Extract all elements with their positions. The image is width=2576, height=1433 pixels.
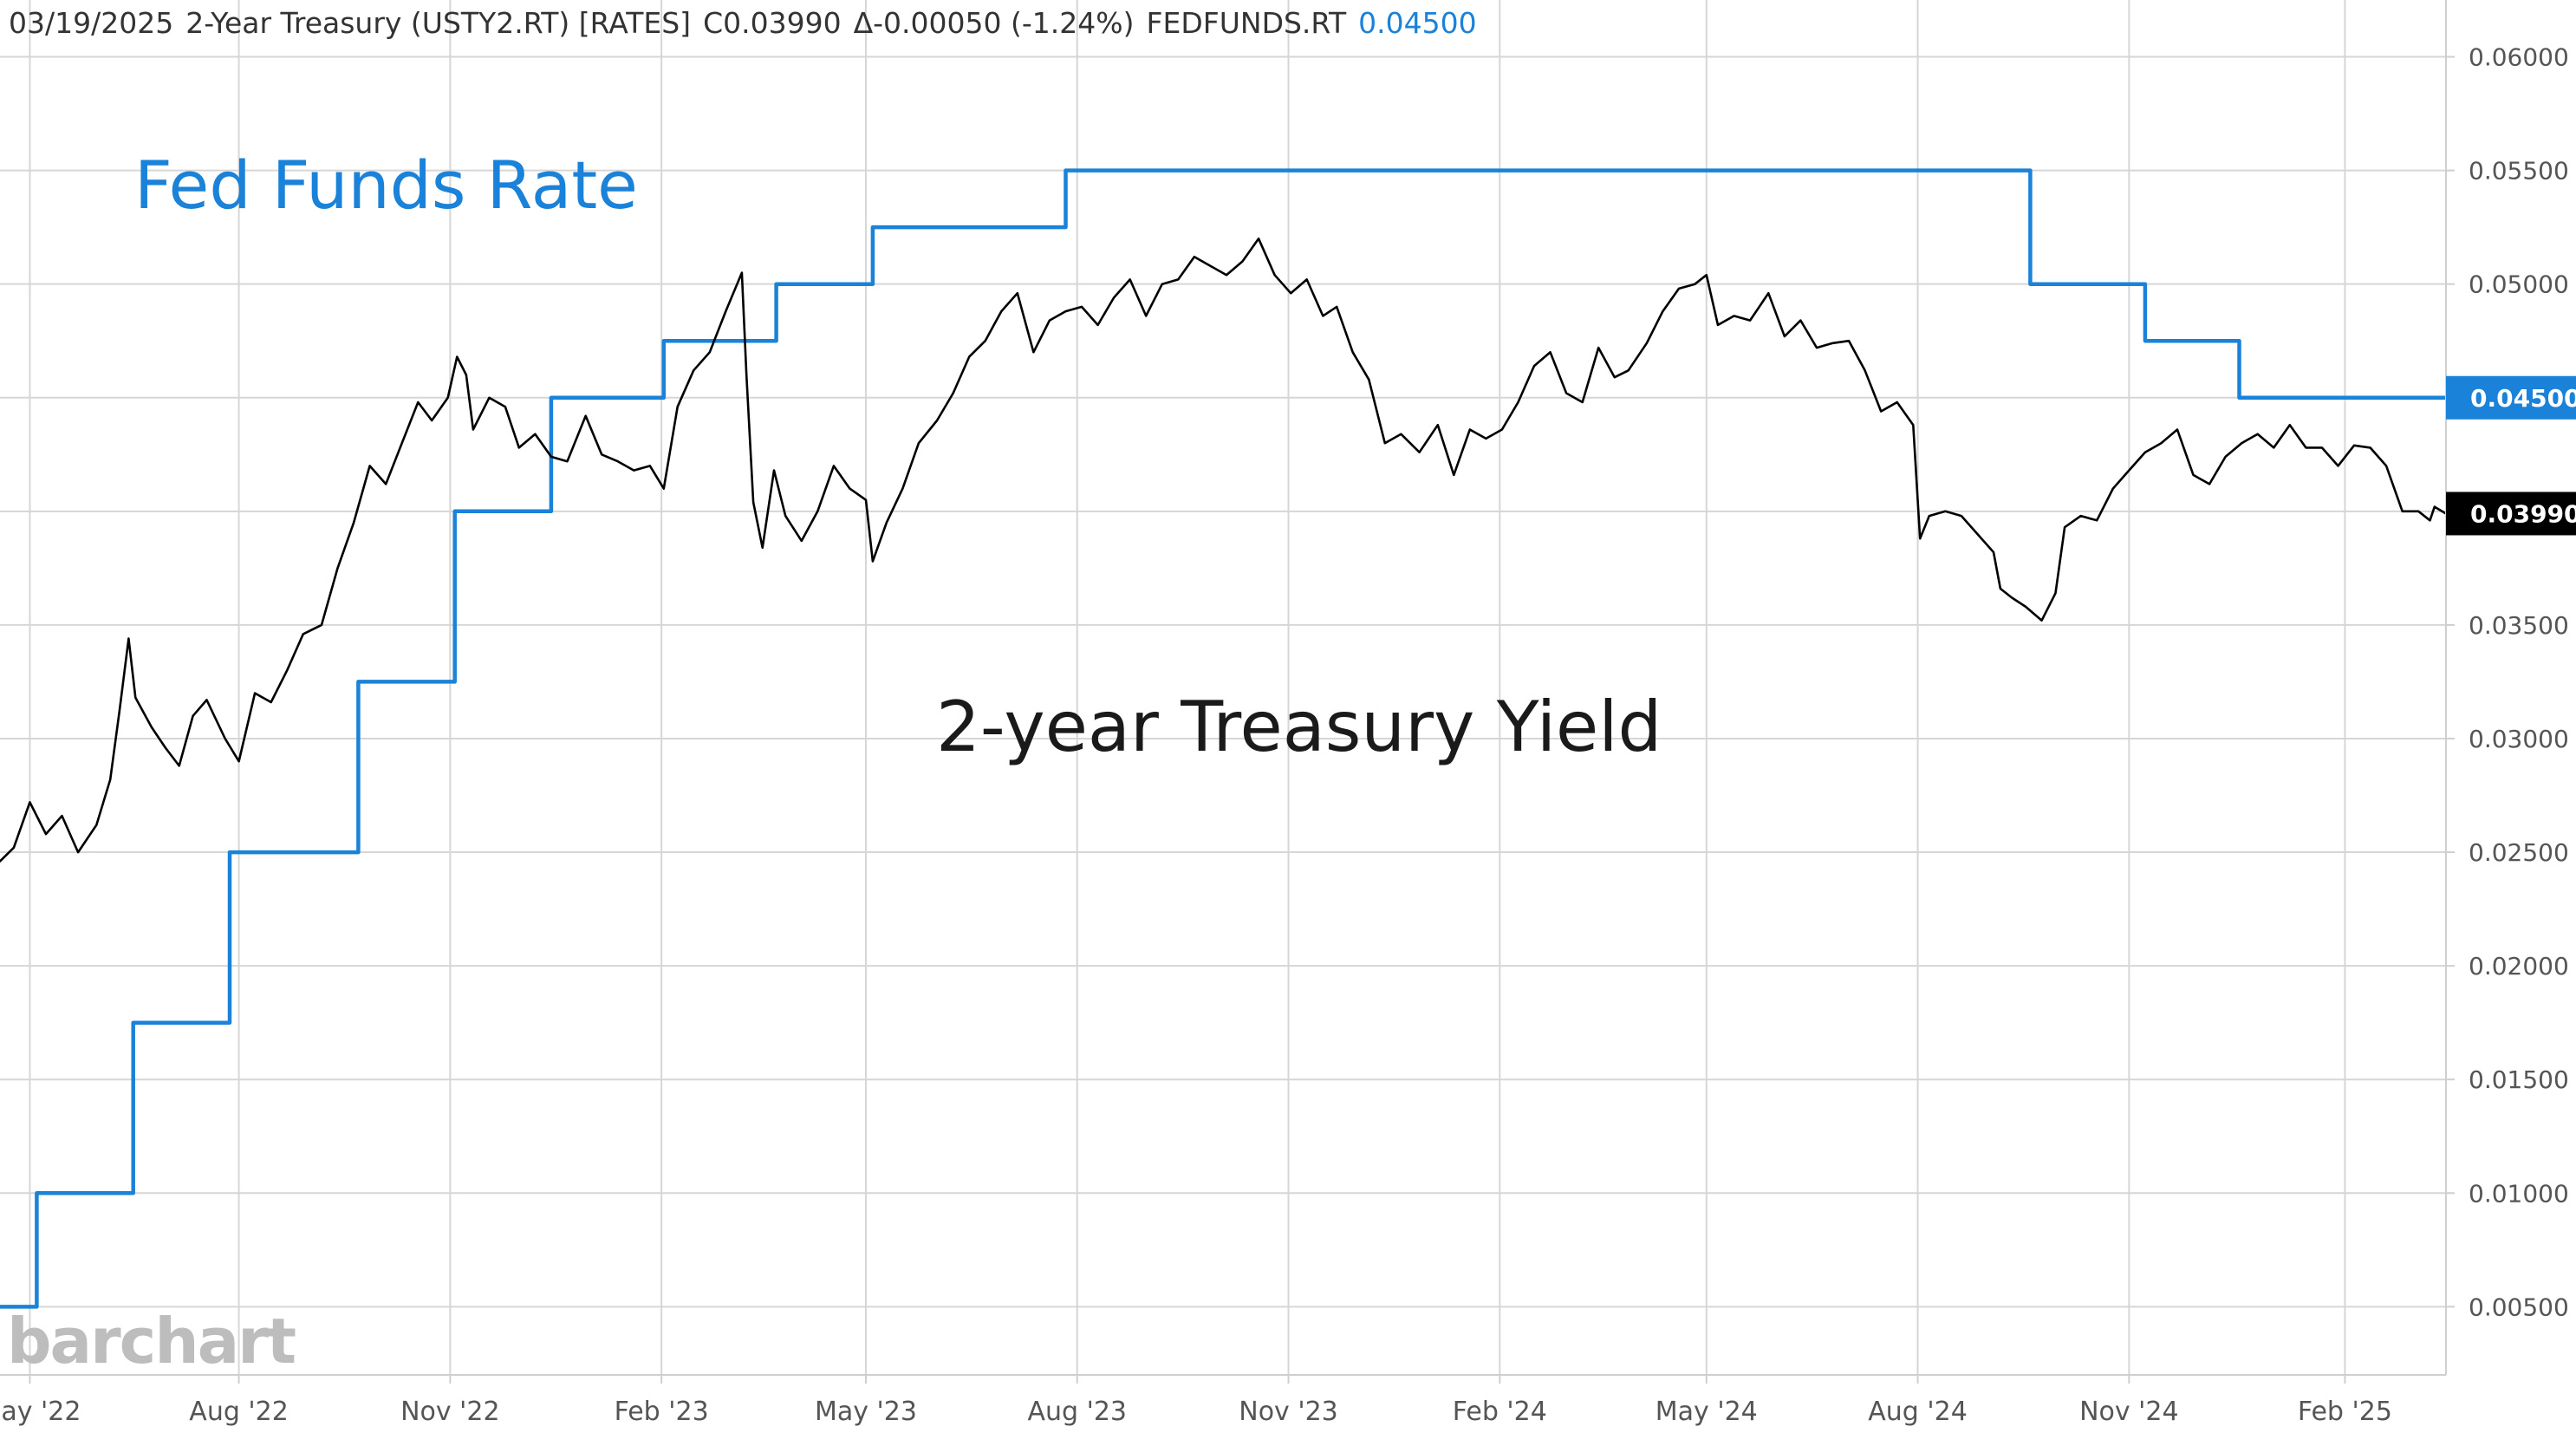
last-value-tag-box [2446,375,2576,420]
y-tick-label: 0.01500 [2469,1065,2569,1094]
last-value-tag-box [2446,492,2576,536]
series-layer [0,168,2449,1309]
watermark-logo: barchart [7,1305,296,1378]
x-tick-label: Aug '22 [189,1397,289,1427]
x-tick-label: Nov '23 [1239,1397,1338,1427]
header-line: 03/19/2025 2-Year Treasury (USTY2.RT) [RA… [9,6,1477,40]
x-tick-label: Feb '25 [2298,1397,2392,1427]
fed-funds-line [0,168,2449,1309]
watermark-layer: barchart [7,1305,297,1378]
x-tick-label: May '23 [815,1397,917,1427]
header-date: 03/19/2025 [9,6,173,40]
header-change: Δ-0.00050 (-1.24%) [854,6,1135,40]
last-value-tags: 0.04500 0.03990 [2446,375,2576,536]
y-tick-label: 0.02000 [2469,952,2569,980]
y-tick-label: 0.06000 [2469,43,2569,72]
x-tick-label: Nov '24 [2079,1397,2179,1427]
treasury-last-tag: 0.03990 [2446,492,2576,536]
treasury-annotation: 2-year Treasury Yield [936,687,1662,767]
y-tick-label: 0.05500 [2469,157,2569,186]
last-value-tag-label: 0.04500 [2470,384,2576,413]
x-tick-label: May '22 [0,1397,81,1427]
x-tick-label: Feb '23 [615,1397,709,1427]
y-tick-label: 0.03000 [2469,725,2569,753]
y-tick-label: 0.02500 [2469,838,2569,867]
x-axis-ticks: May '22 Aug '22 Nov '22 Feb '23 May '23 Aug '… [0,1375,2392,1427]
y-tick-label: 0.00500 [2469,1293,2569,1321]
treasury-yield-line [0,238,2448,863]
y-tick-label: 0.03500 [2469,611,2569,640]
header-second-value: 0.04500 [1358,6,1476,40]
x-tick-label: May '24 [1656,1397,1758,1427]
x-tick-label: Nov '22 [400,1397,500,1427]
header-symbol: 2-Year Treasury (USTY2.RT) [RATES] [185,6,691,40]
x-tick-label: Aug '23 [1027,1397,1127,1427]
y-tick-label: 0.01000 [2469,1179,2569,1208]
y-tick-label: 0.05000 [2469,270,2569,299]
chart-header: 03/19/2025 2-Year Treasury (USTY2.RT) [RA… [9,6,1477,40]
fed-funds-last-tag: 0.04500 [2446,375,2576,420]
header-second-symbol: FEDFUNDS.RT [1147,6,1347,40]
last-value-tag-label: 0.03990 [2470,499,2576,528]
annotation-layer: Fed Funds Rate 2-year Treasury Yield [134,147,1662,767]
header-close: C0.03990 [703,6,842,40]
x-tick-label: Aug '24 [1868,1397,1968,1427]
fed-funds-annotation: Fed Funds Rate [134,147,638,224]
x-tick-label: Feb '24 [1453,1397,1547,1427]
